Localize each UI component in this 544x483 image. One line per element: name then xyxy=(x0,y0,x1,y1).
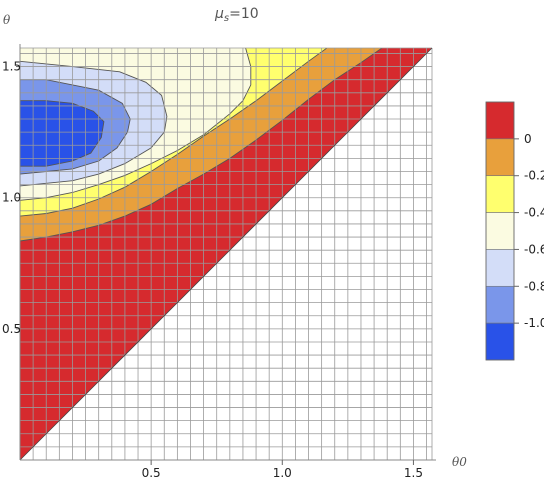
legend-swatch xyxy=(485,322,515,361)
legend-swatch xyxy=(485,249,515,287)
legend-label: -0.4 xyxy=(524,206,544,220)
legend-label: 0 xyxy=(524,132,532,146)
x-tick-label: 1.5 xyxy=(404,466,423,480)
title-subscript: s xyxy=(224,13,229,24)
color-legend: 0 -0.2 -0.4 -0.6 -0.8 -1.0 xyxy=(485,101,544,361)
legend-swatch xyxy=(485,175,515,213)
legend-label: -0.8 xyxy=(524,279,544,293)
legend-swatch xyxy=(485,101,515,140)
legend-frame xyxy=(485,101,515,361)
axes: 0.5 1.0 1.5 0.5 1.0 1.5 θ0 θ xyxy=(2,13,467,480)
title-value: =10 xyxy=(229,6,259,22)
x-tick-label: 0.5 xyxy=(142,466,161,480)
y-tick-label: 0.5 xyxy=(2,322,21,336)
contour-line-4 xyxy=(20,79,131,175)
legend-label: -1.0 xyxy=(524,316,544,330)
y-tick-label: 1.0 xyxy=(2,191,21,205)
legend-swatch xyxy=(485,285,515,324)
legend-label: -0.6 xyxy=(524,242,544,256)
band-6 xyxy=(20,100,104,167)
x-tick-label: 1.0 xyxy=(273,466,292,480)
y-tick-label: 1.5 xyxy=(2,60,21,74)
x-axis-label: θ0 xyxy=(452,455,467,469)
title-main: μ xyxy=(214,6,224,22)
plot-area xyxy=(19,47,433,461)
diagonal-boundary xyxy=(19,47,433,461)
legend-swatch xyxy=(485,212,515,250)
legend-swatch xyxy=(485,138,515,177)
y-axis-label: θ xyxy=(3,13,11,27)
chart-title: μs=10 xyxy=(214,6,259,24)
legend-label: -0.2 xyxy=(524,169,544,183)
